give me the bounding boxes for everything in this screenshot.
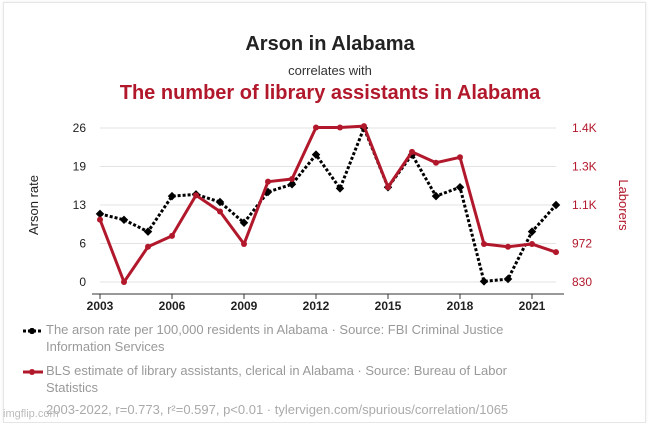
x-tick-label: 2015 — [375, 299, 402, 313]
data-point-arson — [479, 277, 489, 286]
data-point-laborers — [145, 243, 151, 250]
y-tick-label-left: 0 — [79, 275, 86, 289]
data-point-laborers — [265, 178, 271, 185]
y-tick-label-right: 972 — [572, 237, 592, 251]
y-tick-label-right: 1.4K — [572, 121, 597, 135]
data-point-laborers — [553, 249, 559, 256]
x-tick-label: 2003 — [87, 299, 114, 313]
series-line-laborers — [98, 124, 557, 284]
gridlines — [100, 127, 556, 283]
x-tick-label: 2018 — [447, 299, 474, 313]
y-tick-label-left: 13 — [73, 198, 87, 212]
x-tick-label: 2012 — [303, 299, 330, 313]
data-point-laborers — [121, 279, 127, 285]
x-tick-label: 2009 — [231, 299, 258, 313]
data-point-arson — [95, 209, 105, 219]
data-point-arson — [167, 191, 177, 201]
data-point-laborers — [193, 192, 199, 199]
axes: Arson rate Laborers 0 6 13 19 26 830 972 1.1K 1.… — [26, 121, 631, 313]
legend-text-library: BLS estimate of library assistants, cler… — [46, 363, 507, 395]
data-point-arson — [551, 200, 561, 210]
legend-text-arson: The arson rate per 100,000 residents in … — [46, 322, 504, 354]
data-point-laborers — [217, 208, 223, 215]
data-point-laborers — [505, 243, 511, 250]
data-point-laborers — [313, 124, 319, 131]
data-point-arson — [455, 182, 465, 192]
data-point-laborers — [361, 123, 367, 130]
chart-title: Arson in Alabama — [245, 33, 415, 55]
data-point-arson — [215, 197, 225, 207]
data-point-arson — [239, 218, 249, 228]
series — [95, 123, 561, 286]
data-point-arson — [503, 274, 513, 284]
x-tick-label: 2021 — [519, 299, 546, 313]
data-point-arson — [431, 191, 441, 201]
data-point-arson — [143, 227, 153, 236]
chart-frame — [3, 2, 646, 423]
footer-stats: 2003-2022, r=0.773, r²=0.597, p<0.01 · t… — [46, 402, 509, 417]
y-tick-label-right: 1.1K — [572, 198, 597, 212]
data-point-laborers — [169, 232, 175, 239]
y-tick-label-right: 830 — [572, 275, 592, 289]
data-point-laborers — [433, 159, 439, 166]
chart-title-secondary: The number of library assistants in Alab… — [119, 82, 541, 104]
x-tick-label: 2006 — [159, 299, 186, 313]
watermark: imgflip.com — [3, 408, 59, 420]
data-point-laborers — [457, 154, 463, 161]
data-point-laborers — [241, 241, 247, 248]
data-point-arson — [335, 184, 345, 193]
y-axis-label-left: Arson rate — [26, 175, 41, 235]
data-point-laborers — [97, 216, 103, 223]
y-tick-label-left: 19 — [73, 160, 87, 174]
data-point-laborers — [481, 241, 487, 248]
chart-subtitle: correlates with — [288, 63, 372, 78]
data-point-laborers — [529, 241, 535, 248]
y-axis-label-right: Laborers — [616, 179, 631, 231]
data-point-arson — [119, 215, 129, 225]
data-point-arson — [311, 150, 321, 159]
data-point-laborers — [289, 175, 295, 182]
y-tick-label-right: 1.3K — [572, 160, 597, 174]
data-point-laborers — [337, 124, 343, 131]
legend-swatch-arson — [23, 328, 43, 334]
y-tick-label-left: 26 — [73, 121, 87, 135]
data-point-laborers — [409, 148, 415, 155]
y-tick-label-left: 6 — [79, 237, 86, 251]
legend-swatch-library — [23, 369, 43, 375]
data-point-arson — [287, 180, 297, 189]
data-point-laborers — [385, 184, 391, 191]
